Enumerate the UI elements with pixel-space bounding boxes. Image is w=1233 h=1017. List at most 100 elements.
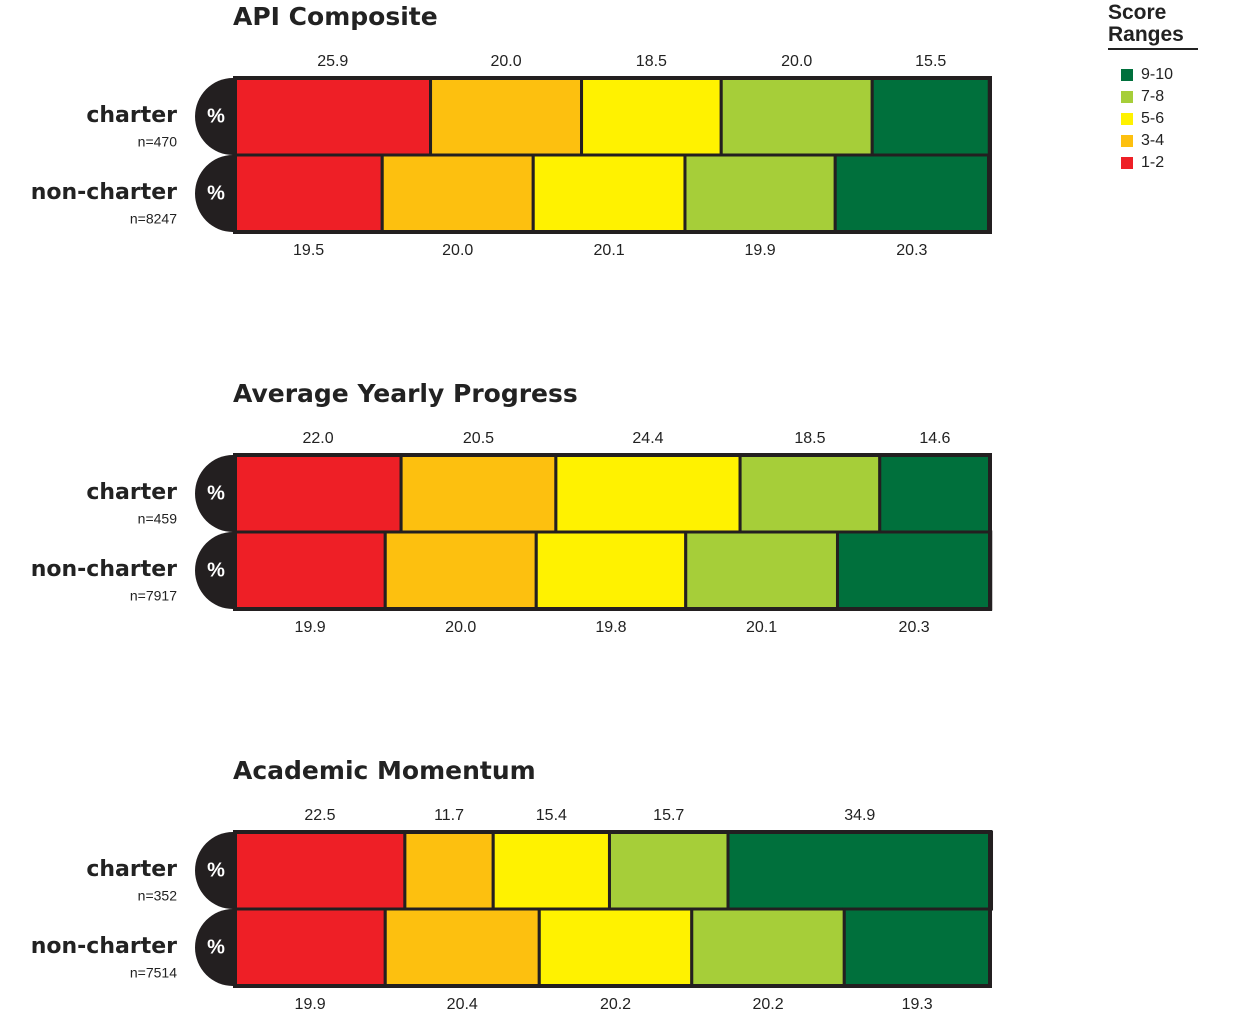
value-label: 20.3	[899, 619, 930, 636]
bar-segment	[403, 830, 495, 911]
legend-swatch	[1121, 113, 1133, 125]
bar-segment	[835, 530, 993, 611]
bar-segment	[690, 907, 846, 988]
value-label: 19.8	[595, 619, 626, 636]
category-label: charter	[86, 103, 177, 128]
category-label: non-charter	[31, 934, 177, 959]
bar-segment	[534, 530, 688, 611]
row-cap	[195, 832, 235, 909]
bar-segment	[683, 153, 837, 234]
legend-swatch	[1121, 157, 1133, 169]
category-label: charter	[86, 857, 177, 882]
value-label: 18.5	[794, 430, 825, 447]
value-label: 20.2	[752, 996, 783, 1013]
bar-segment	[878, 453, 992, 534]
legend-title: Score Ranges	[1108, 2, 1198, 50]
value-label: 19.3	[902, 996, 933, 1013]
value-label: 20.1	[594, 242, 625, 259]
bar-segment	[233, 907, 387, 988]
legend-swatch	[1121, 91, 1133, 103]
unit-label: %	[207, 182, 225, 204]
value-label: 24.4	[632, 430, 663, 447]
bar-segment	[833, 153, 990, 234]
legend-label: 9-10	[1141, 66, 1173, 83]
n-label: n=352	[138, 888, 178, 904]
bar-segment	[491, 830, 611, 911]
unit-label: %	[207, 559, 225, 581]
value-label: 20.0	[442, 242, 473, 259]
bar-segment	[531, 153, 687, 234]
n-label: n=7917	[130, 588, 177, 604]
category-label: charter	[86, 480, 177, 505]
unit-label: %	[207, 105, 225, 127]
value-label: 19.5	[293, 242, 324, 259]
bar-segment	[719, 76, 874, 157]
value-label: 20.1	[746, 619, 777, 636]
value-label: 25.9	[317, 53, 348, 70]
value-label: 11.7	[434, 807, 464, 824]
legend-label: 5-6	[1141, 110, 1164, 127]
bar-segment	[233, 453, 403, 534]
value-label: 20.0	[781, 53, 812, 70]
bar-frame	[233, 76, 992, 234]
bar-segment	[607, 830, 730, 911]
chart-title: API Composite	[233, 2, 438, 31]
value-label: 20.0	[490, 53, 521, 70]
value-label: 20.4	[447, 996, 478, 1013]
value-label: 15.5	[915, 53, 946, 70]
bar-segment	[233, 153, 384, 234]
category-label: non-charter	[31, 557, 177, 582]
row-cap	[195, 909, 235, 986]
value-label: 19.9	[295, 619, 326, 636]
value-label: 15.4	[536, 807, 567, 824]
value-label: 14.6	[919, 430, 950, 447]
value-label: 15.7	[653, 807, 684, 824]
n-label: n=8247	[130, 211, 177, 227]
bar-segment	[738, 453, 882, 534]
value-label: 34.9	[844, 807, 875, 824]
n-label: n=7514	[130, 965, 177, 981]
unit-label: %	[207, 482, 225, 504]
value-label: 18.5	[636, 53, 667, 70]
row-cap	[195, 78, 235, 155]
bar-segment	[383, 907, 541, 988]
legend-label: 3-4	[1141, 132, 1164, 149]
row-cap	[195, 155, 235, 232]
legend-label: 1-2	[1141, 154, 1164, 171]
legend-swatch	[1121, 135, 1133, 147]
value-label: 19.9	[295, 996, 326, 1013]
row-cap	[195, 455, 235, 532]
bar-frame	[233, 453, 992, 611]
bar-segment	[233, 76, 433, 157]
bar-frame	[233, 830, 992, 988]
unit-label: %	[207, 936, 225, 958]
value-label: 20.5	[463, 430, 494, 447]
value-label: 20.2	[600, 996, 631, 1013]
value-label: 19.9	[745, 242, 776, 259]
bar-segment	[726, 830, 994, 911]
bar-segment	[684, 530, 839, 611]
chart-title: Academic Momentum	[233, 756, 536, 785]
bar-segment	[380, 153, 535, 234]
bar-segment	[383, 530, 538, 611]
n-label: n=459	[138, 511, 178, 527]
bar-segment	[399, 453, 558, 534]
category-label: non-charter	[31, 180, 177, 205]
value-label: 22.0	[302, 430, 333, 447]
bar-segment	[233, 830, 407, 911]
bar-segment	[233, 530, 387, 611]
value-label: 22.5	[304, 807, 335, 824]
bar-segment	[429, 76, 584, 157]
chart-title: Average Yearly Progress	[233, 379, 578, 408]
legend-swatch	[1121, 69, 1133, 81]
n-label: n=470	[138, 134, 178, 150]
value-label: 20.3	[896, 242, 927, 259]
bar-segment	[870, 76, 991, 157]
value-label: 20.0	[445, 619, 476, 636]
bar-segment	[554, 453, 742, 534]
bar-segment	[537, 907, 694, 988]
legend-label: 7-8	[1141, 88, 1164, 105]
bar-segment	[842, 907, 992, 988]
